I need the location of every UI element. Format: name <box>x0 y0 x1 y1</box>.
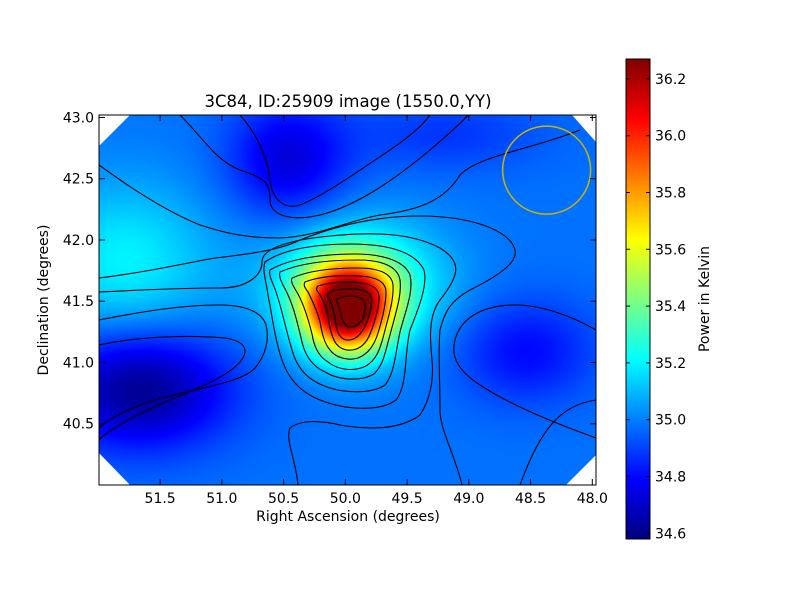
x-axis-ticks: 51.5 51.0 50.5 50.0 49.5 49.0 48.5 48.0 <box>145 115 608 507</box>
corner-masks <box>99 115 596 485</box>
contour-line <box>279 259 401 380</box>
contour-line <box>519 399 596 485</box>
colorbar-tick-label: 35.6 <box>655 242 686 258</box>
colorbar-tick-label: 35.2 <box>655 356 686 372</box>
y-tick-label: 41.5 <box>63 294 94 310</box>
colorbar-tick-label: 36.2 <box>655 72 686 88</box>
contour-lines <box>99 115 596 485</box>
chart-title: 3C84, ID:25909 image (1550.0,YY) <box>204 92 491 111</box>
heatmap-image <box>99 115 596 485</box>
corner-mask-bottom-left <box>99 453 130 485</box>
y-tick-label: 42.5 <box>63 172 94 188</box>
contour-line <box>453 304 596 439</box>
x-tick-label: 49.0 <box>453 491 484 507</box>
contour-line <box>179 115 469 219</box>
x-tick-label: 50.5 <box>268 491 299 507</box>
contour-line <box>239 115 431 207</box>
contour-line <box>327 288 373 341</box>
colorbar-ticks: 34.6 34.8 35.0 35.2 35.4 35.6 35.8 36.0 36.2 <box>626 72 686 542</box>
contour-line <box>99 215 516 485</box>
colorbar <box>625 58 651 540</box>
colorbar-tick-label: 36.0 <box>655 129 686 145</box>
colorbar-tick-label: 34.6 <box>655 526 686 542</box>
colorbar-tick-label: 35.0 <box>655 413 686 429</box>
contour-line <box>290 267 394 371</box>
y-tick-label: 41.0 <box>63 355 94 371</box>
contour-line <box>315 281 380 351</box>
plot-frame <box>98 114 597 486</box>
y-axis-label: Declination (degrees) <box>36 225 52 376</box>
corner-mask-bottom-right <box>566 455 596 485</box>
colorbar-tick-label: 34.8 <box>655 470 686 486</box>
colorbar-label: Power in Kelvin <box>697 246 713 352</box>
y-tick-label: 42.0 <box>63 233 94 249</box>
contour-line <box>99 304 268 429</box>
contour-line <box>269 253 412 393</box>
x-tick-label: 49.5 <box>391 491 422 507</box>
x-tick-label: 50.0 <box>330 491 361 507</box>
colorbar-tick-label: 35.4 <box>655 299 686 315</box>
contour-line <box>99 335 246 441</box>
x-axis-label: Right Ascension (degrees) <box>256 509 440 525</box>
corner-mask-top-right <box>572 115 596 142</box>
contour-line <box>263 243 426 409</box>
corner-mask-top-left <box>99 115 130 146</box>
contour-line <box>99 233 457 485</box>
y-axis-ticks: 40.5 41.0 41.5 42.0 42.5 43.0 <box>63 110 596 433</box>
contour-line <box>303 275 387 360</box>
contour-line <box>99 129 581 239</box>
x-tick-label: 48.5 <box>515 491 546 507</box>
x-tick-label: 51.0 <box>206 491 237 507</box>
y-tick-label: 40.5 <box>63 417 94 433</box>
y-tick-label: 43.0 <box>63 110 94 126</box>
contour-line <box>336 295 367 328</box>
plot-area <box>99 115 596 485</box>
beam-circle <box>501 125 592 215</box>
colorbar-tick-label: 35.8 <box>655 185 686 201</box>
x-tick-label: 48.0 <box>577 491 608 507</box>
x-tick-label: 51.5 <box>145 491 176 507</box>
